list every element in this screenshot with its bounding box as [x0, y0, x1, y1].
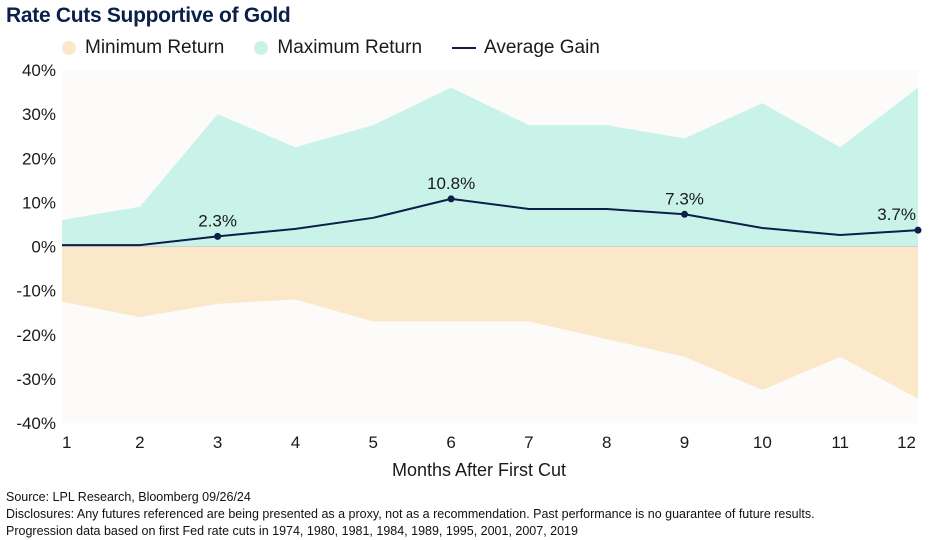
x-tick-label: 7 [524, 433, 533, 452]
legend-item-maximum-return: Maximum Return [254, 37, 422, 59]
legend-swatch-average-gain [452, 47, 477, 49]
y-tick-label: 40% [22, 61, 56, 80]
chart-title: Rate Cuts Supportive of Gold [6, 4, 291, 27]
average-gain-layer: 2.3% 10.8% 7.3% 3.7% [62, 174, 922, 247]
average-gain-point [681, 210, 689, 218]
y-tick-label: 20% [22, 149, 56, 168]
y-tick-label: -20% [16, 326, 56, 345]
legend-swatch-minimum-return [62, 41, 76, 55]
x-tick-label: 11 [831, 433, 849, 452]
y-tick-label: 0% [31, 238, 56, 257]
footer-source: Source: LPL Research, Bloomberg 09/26/24 [6, 490, 251, 504]
area-layer [62, 87, 918, 399]
legend-label-average-gain: Average Gain [484, 37, 600, 58]
x-tick-label: 12 [897, 433, 916, 452]
y-tick-label: -30% [16, 370, 56, 389]
data-label: 10.8% [427, 174, 475, 193]
data-label: 3.7% [877, 205, 916, 224]
x-axis: 1 2 3 4 5 6 7 8 9 10 11 12 [62, 433, 916, 452]
footer: Source: LPL Research, Bloomberg 09/26/24… [6, 489, 815, 540]
area-maximum-return [62, 87, 918, 247]
legend-item-average-gain: Average Gain [452, 37, 600, 59]
area-minimum-return [62, 246, 918, 399]
y-tick-label: 10% [22, 193, 56, 212]
data-label: 2.3% [198, 211, 237, 230]
y-tick-label: 30% [22, 105, 56, 124]
x-tick-label: 9 [680, 433, 689, 452]
average-gain-point [914, 226, 922, 234]
x-tick-label: 5 [369, 433, 378, 452]
legend-swatch-maximum-return [254, 41, 269, 55]
x-tick-label: 10 [753, 433, 772, 452]
y-tick-label: -40% [16, 414, 56, 433]
x-tick-label: 6 [446, 433, 455, 452]
legend-item-minimum-return: Minimum Return [62, 37, 224, 59]
y-tick-label: -10% [16, 282, 56, 301]
x-axis-label: Months After First Cut [392, 460, 566, 480]
x-tick-label: 2 [135, 433, 144, 452]
x-tick-label: 1 [62, 433, 71, 452]
y-axis: 40% 30% 20% 10% 0% -10% -20% -30% -40% [16, 61, 56, 433]
data-label: 7.3% [665, 189, 704, 208]
average-gain-line [62, 197, 919, 247]
average-gain-point [214, 232, 222, 240]
footer-disclosures: Disclosures: Any futures referenced are … [6, 507, 815, 521]
legend: Minimum Return Maximum Return Average Ga… [62, 36, 630, 60]
footer-progression: Progression data based on first Fed rate… [6, 524, 578, 538]
legend-label-minimum-return: Minimum Return [85, 37, 225, 58]
x-tick-label: 4 [291, 433, 300, 452]
legend-label-maximum-return: Maximum Return [277, 37, 423, 58]
average-gain-point [447, 195, 455, 203]
x-tick-label: 8 [602, 433, 611, 452]
x-tick-label: 3 [213, 433, 222, 452]
